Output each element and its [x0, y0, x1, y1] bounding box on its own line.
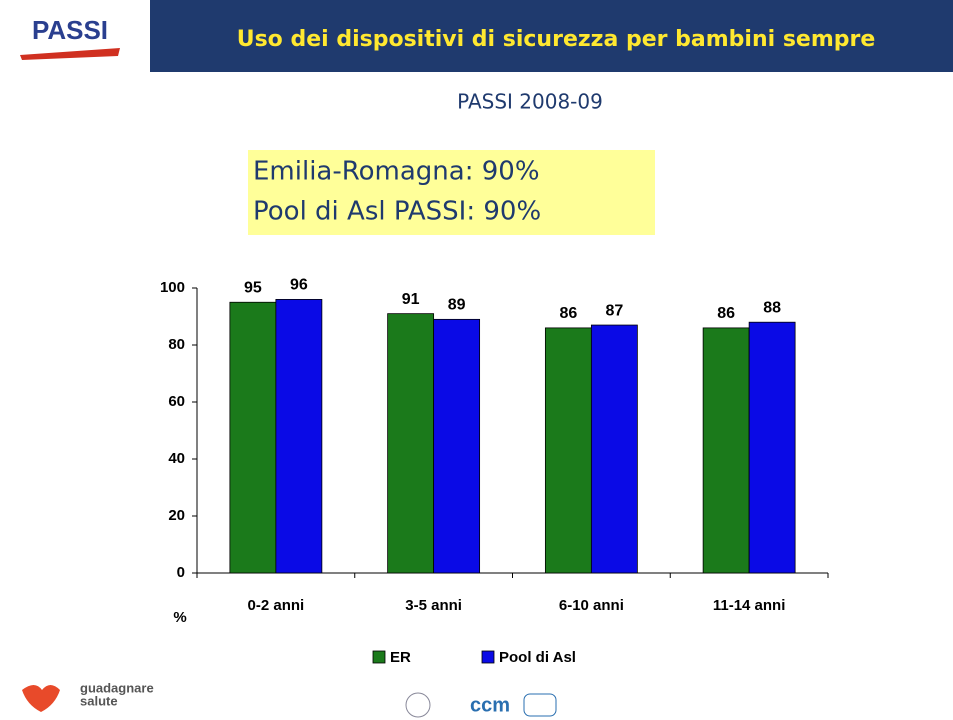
brand-icon — [22, 685, 60, 712]
subtitle: PASSI 2008-09 — [457, 90, 603, 114]
slide: PASSI Uso dei dispositivi di sicurezza p… — [0, 0, 953, 720]
y-axis-label: % — [173, 609, 186, 626]
value-label: 88 — [763, 299, 781, 316]
y-tick-label: 60 — [168, 393, 185, 410]
page: PASSI Uso dei dispositivi di sicurezza p… — [0, 0, 953, 720]
legend-swatch — [373, 651, 385, 663]
bar — [749, 322, 795, 573]
value-label: 86 — [717, 305, 735, 322]
value-label: 95 — [244, 279, 262, 296]
bar — [276, 299, 322, 573]
bar — [388, 314, 434, 573]
y-tick-label: 0 — [177, 564, 185, 581]
value-label: 91 — [402, 291, 420, 308]
bar — [545, 328, 591, 573]
logo: PASSI — [32, 15, 108, 45]
bar — [434, 319, 480, 573]
title: Uso dei dispositivi di sicurezza per bam… — [237, 27, 876, 52]
bar — [703, 328, 749, 573]
legend-label: ER — [390, 649, 411, 666]
logo-swoosh — [20, 48, 120, 60]
x-tick-label: 11-14 anni — [713, 597, 786, 614]
x-tick-label: 6-10 anni — [559, 597, 624, 614]
legend-label: Pool di Asl — [499, 649, 576, 666]
x-tick-label: 3-5 anni — [405, 597, 462, 614]
y-tick-label: 80 — [168, 336, 185, 353]
bar — [591, 325, 637, 573]
footer-logo: ccm — [470, 694, 510, 716]
summary-line: Pool di Asl PASSI: 90% — [253, 197, 541, 227]
value-label: 89 — [448, 297, 466, 314]
value-label: 86 — [559, 305, 577, 322]
y-tick-label: 100 — [160, 279, 185, 296]
summary-line: Emilia-Romagna: 90% — [253, 157, 540, 187]
bar — [230, 302, 276, 573]
footer-emblem — [524, 694, 556, 716]
footer-emblem — [406, 693, 430, 717]
value-label: 87 — [605, 302, 623, 319]
y-tick-label: 40 — [168, 450, 185, 467]
brand-text: salute — [80, 693, 118, 708]
y-tick-label: 20 — [168, 507, 185, 524]
x-tick-label: 0-2 anni — [248, 597, 305, 614]
legend-swatch — [482, 651, 494, 663]
value-label: 96 — [290, 277, 308, 294]
